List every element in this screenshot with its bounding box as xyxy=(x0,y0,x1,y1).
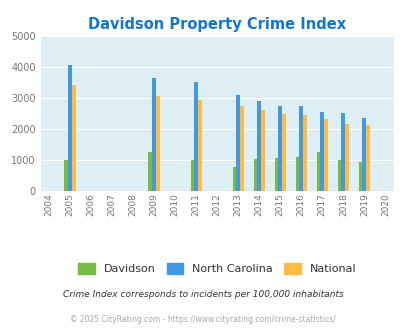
Bar xyxy=(324,118,327,191)
Bar xyxy=(68,65,72,191)
Bar xyxy=(316,152,320,191)
Bar xyxy=(341,113,344,191)
Bar xyxy=(198,100,201,191)
Bar xyxy=(362,118,365,191)
Legend: Davidson, North Carolina, National: Davidson, North Carolina, National xyxy=(74,259,360,279)
Bar xyxy=(260,111,264,191)
Bar xyxy=(253,158,257,191)
Bar xyxy=(64,160,68,191)
Bar xyxy=(236,95,239,191)
Bar xyxy=(257,101,260,191)
Bar xyxy=(152,78,156,191)
Text: Crime Index corresponds to incidents per 100,000 inhabitants: Crime Index corresponds to incidents per… xyxy=(62,290,343,299)
Bar xyxy=(281,114,285,191)
Bar xyxy=(337,160,341,191)
Bar xyxy=(298,106,303,191)
Bar xyxy=(72,85,75,191)
Bar xyxy=(190,160,194,191)
Bar xyxy=(365,125,369,191)
Text: © 2025 CityRating.com - https://www.cityrating.com/crime-statistics/: © 2025 CityRating.com - https://www.city… xyxy=(70,315,335,324)
Bar xyxy=(278,106,281,191)
Bar xyxy=(156,96,160,191)
Bar xyxy=(239,106,243,191)
Bar xyxy=(320,112,324,191)
Bar xyxy=(194,82,198,191)
Bar xyxy=(232,167,236,191)
Title: Davidson Property Crime Index: Davidson Property Crime Index xyxy=(88,17,345,32)
Bar xyxy=(148,152,152,191)
Bar xyxy=(274,158,278,191)
Bar xyxy=(344,124,348,191)
Bar xyxy=(295,157,298,191)
Bar xyxy=(303,115,306,191)
Bar xyxy=(358,162,362,191)
